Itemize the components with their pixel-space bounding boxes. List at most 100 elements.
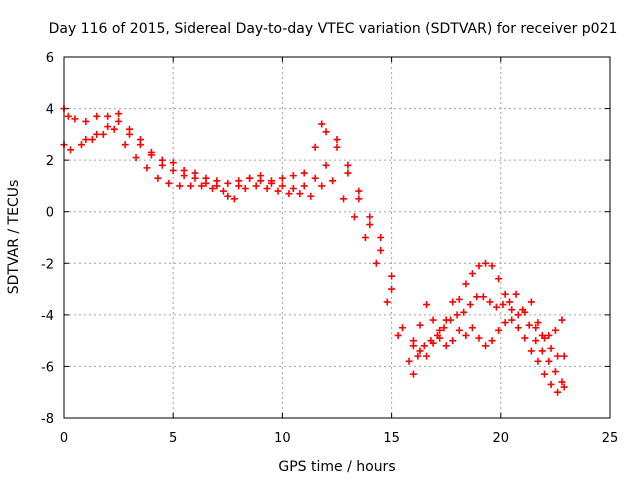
data-point bbox=[488, 262, 496, 270]
y-tick-label: -2 bbox=[41, 257, 54, 272]
data-point bbox=[93, 130, 101, 138]
data-point bbox=[154, 174, 162, 182]
data-point bbox=[187, 182, 195, 190]
data-point bbox=[482, 342, 490, 350]
data-point bbox=[547, 344, 555, 352]
data-point bbox=[350, 213, 358, 221]
data-point bbox=[442, 342, 450, 350]
data-point bbox=[71, 115, 79, 123]
data-point bbox=[355, 195, 363, 203]
data-point bbox=[508, 316, 516, 324]
data-point bbox=[416, 321, 424, 329]
data-point bbox=[99, 130, 107, 138]
data-point bbox=[329, 177, 337, 185]
data-point bbox=[409, 337, 417, 345]
data-point bbox=[165, 179, 173, 187]
data-point bbox=[560, 383, 568, 391]
x-tick-label: 20 bbox=[493, 431, 510, 446]
data-point bbox=[252, 182, 260, 190]
x-axis-label: GPS time / hours bbox=[278, 459, 395, 475]
data-point bbox=[361, 234, 369, 241]
data-point bbox=[501, 319, 509, 327]
series-track-a bbox=[60, 105, 417, 350]
data-point bbox=[521, 334, 529, 342]
data-point bbox=[440, 324, 448, 332]
data-point bbox=[462, 280, 470, 288]
data-point bbox=[318, 182, 326, 190]
data-point bbox=[455, 326, 463, 334]
data-point bbox=[340, 195, 348, 203]
data-point bbox=[289, 172, 297, 180]
data-point bbox=[263, 185, 271, 193]
data-point bbox=[257, 177, 265, 185]
x-tick-label: 5 bbox=[169, 431, 177, 446]
data-point bbox=[449, 298, 457, 306]
data-point bbox=[455, 295, 463, 303]
data-point bbox=[423, 352, 431, 360]
data-point bbox=[289, 185, 297, 193]
data-point bbox=[468, 324, 476, 332]
data-point bbox=[514, 324, 522, 332]
x-tick-label: 15 bbox=[383, 431, 400, 446]
data-point bbox=[230, 195, 238, 203]
series-track-c bbox=[82, 117, 396, 280]
data-point bbox=[300, 169, 308, 177]
data-point bbox=[110, 125, 118, 133]
data-point bbox=[67, 146, 75, 154]
data-point bbox=[377, 234, 385, 241]
data-point bbox=[322, 161, 330, 169]
data-point bbox=[532, 324, 540, 332]
data-point bbox=[136, 136, 144, 144]
data-point bbox=[344, 161, 352, 169]
data-point bbox=[383, 298, 391, 306]
data-point bbox=[224, 179, 232, 187]
data-point bbox=[429, 339, 437, 347]
chart-title: Day 116 of 2015, Sidereal Day-to-day VTE… bbox=[49, 21, 618, 37]
data-point bbox=[492, 303, 500, 311]
data-point bbox=[551, 326, 559, 334]
data-point bbox=[527, 347, 535, 355]
data-point bbox=[158, 161, 166, 169]
data-point bbox=[126, 125, 134, 133]
y-tick-label: -6 bbox=[41, 360, 54, 375]
y-tick-label: 0 bbox=[46, 206, 54, 221]
data-point bbox=[224, 192, 232, 200]
data-point bbox=[241, 185, 249, 193]
data-point bbox=[447, 316, 455, 324]
data-point bbox=[405, 357, 413, 365]
data-point bbox=[147, 148, 155, 156]
y-tick-label: 6 bbox=[46, 51, 54, 66]
data-point bbox=[235, 182, 243, 190]
data-point bbox=[512, 290, 520, 298]
data-point bbox=[416, 347, 424, 355]
series-track-f bbox=[416, 298, 568, 360]
x-tick-label: 25 bbox=[602, 431, 619, 446]
data-point bbox=[453, 311, 461, 319]
data-point bbox=[300, 182, 308, 190]
data-point bbox=[534, 357, 542, 365]
data-point bbox=[333, 136, 341, 144]
data-point bbox=[506, 298, 514, 306]
data-point bbox=[202, 179, 210, 187]
data-point bbox=[267, 179, 275, 187]
data-point bbox=[219, 187, 227, 195]
data-point bbox=[495, 326, 503, 334]
data-point bbox=[468, 270, 476, 278]
data-point bbox=[449, 337, 457, 345]
data-point bbox=[285, 190, 293, 198]
data-point bbox=[545, 331, 553, 339]
data-point bbox=[414, 352, 422, 360]
data-point bbox=[104, 112, 112, 120]
data-point bbox=[394, 331, 402, 339]
data-point bbox=[388, 272, 396, 280]
data-point bbox=[213, 182, 221, 190]
data-point bbox=[423, 301, 431, 309]
data-point bbox=[180, 172, 188, 180]
data-point bbox=[115, 117, 123, 125]
grid bbox=[64, 57, 610, 418]
data-point bbox=[344, 169, 352, 177]
data-point bbox=[296, 190, 304, 198]
data-point bbox=[534, 319, 542, 327]
data-point bbox=[482, 259, 490, 267]
